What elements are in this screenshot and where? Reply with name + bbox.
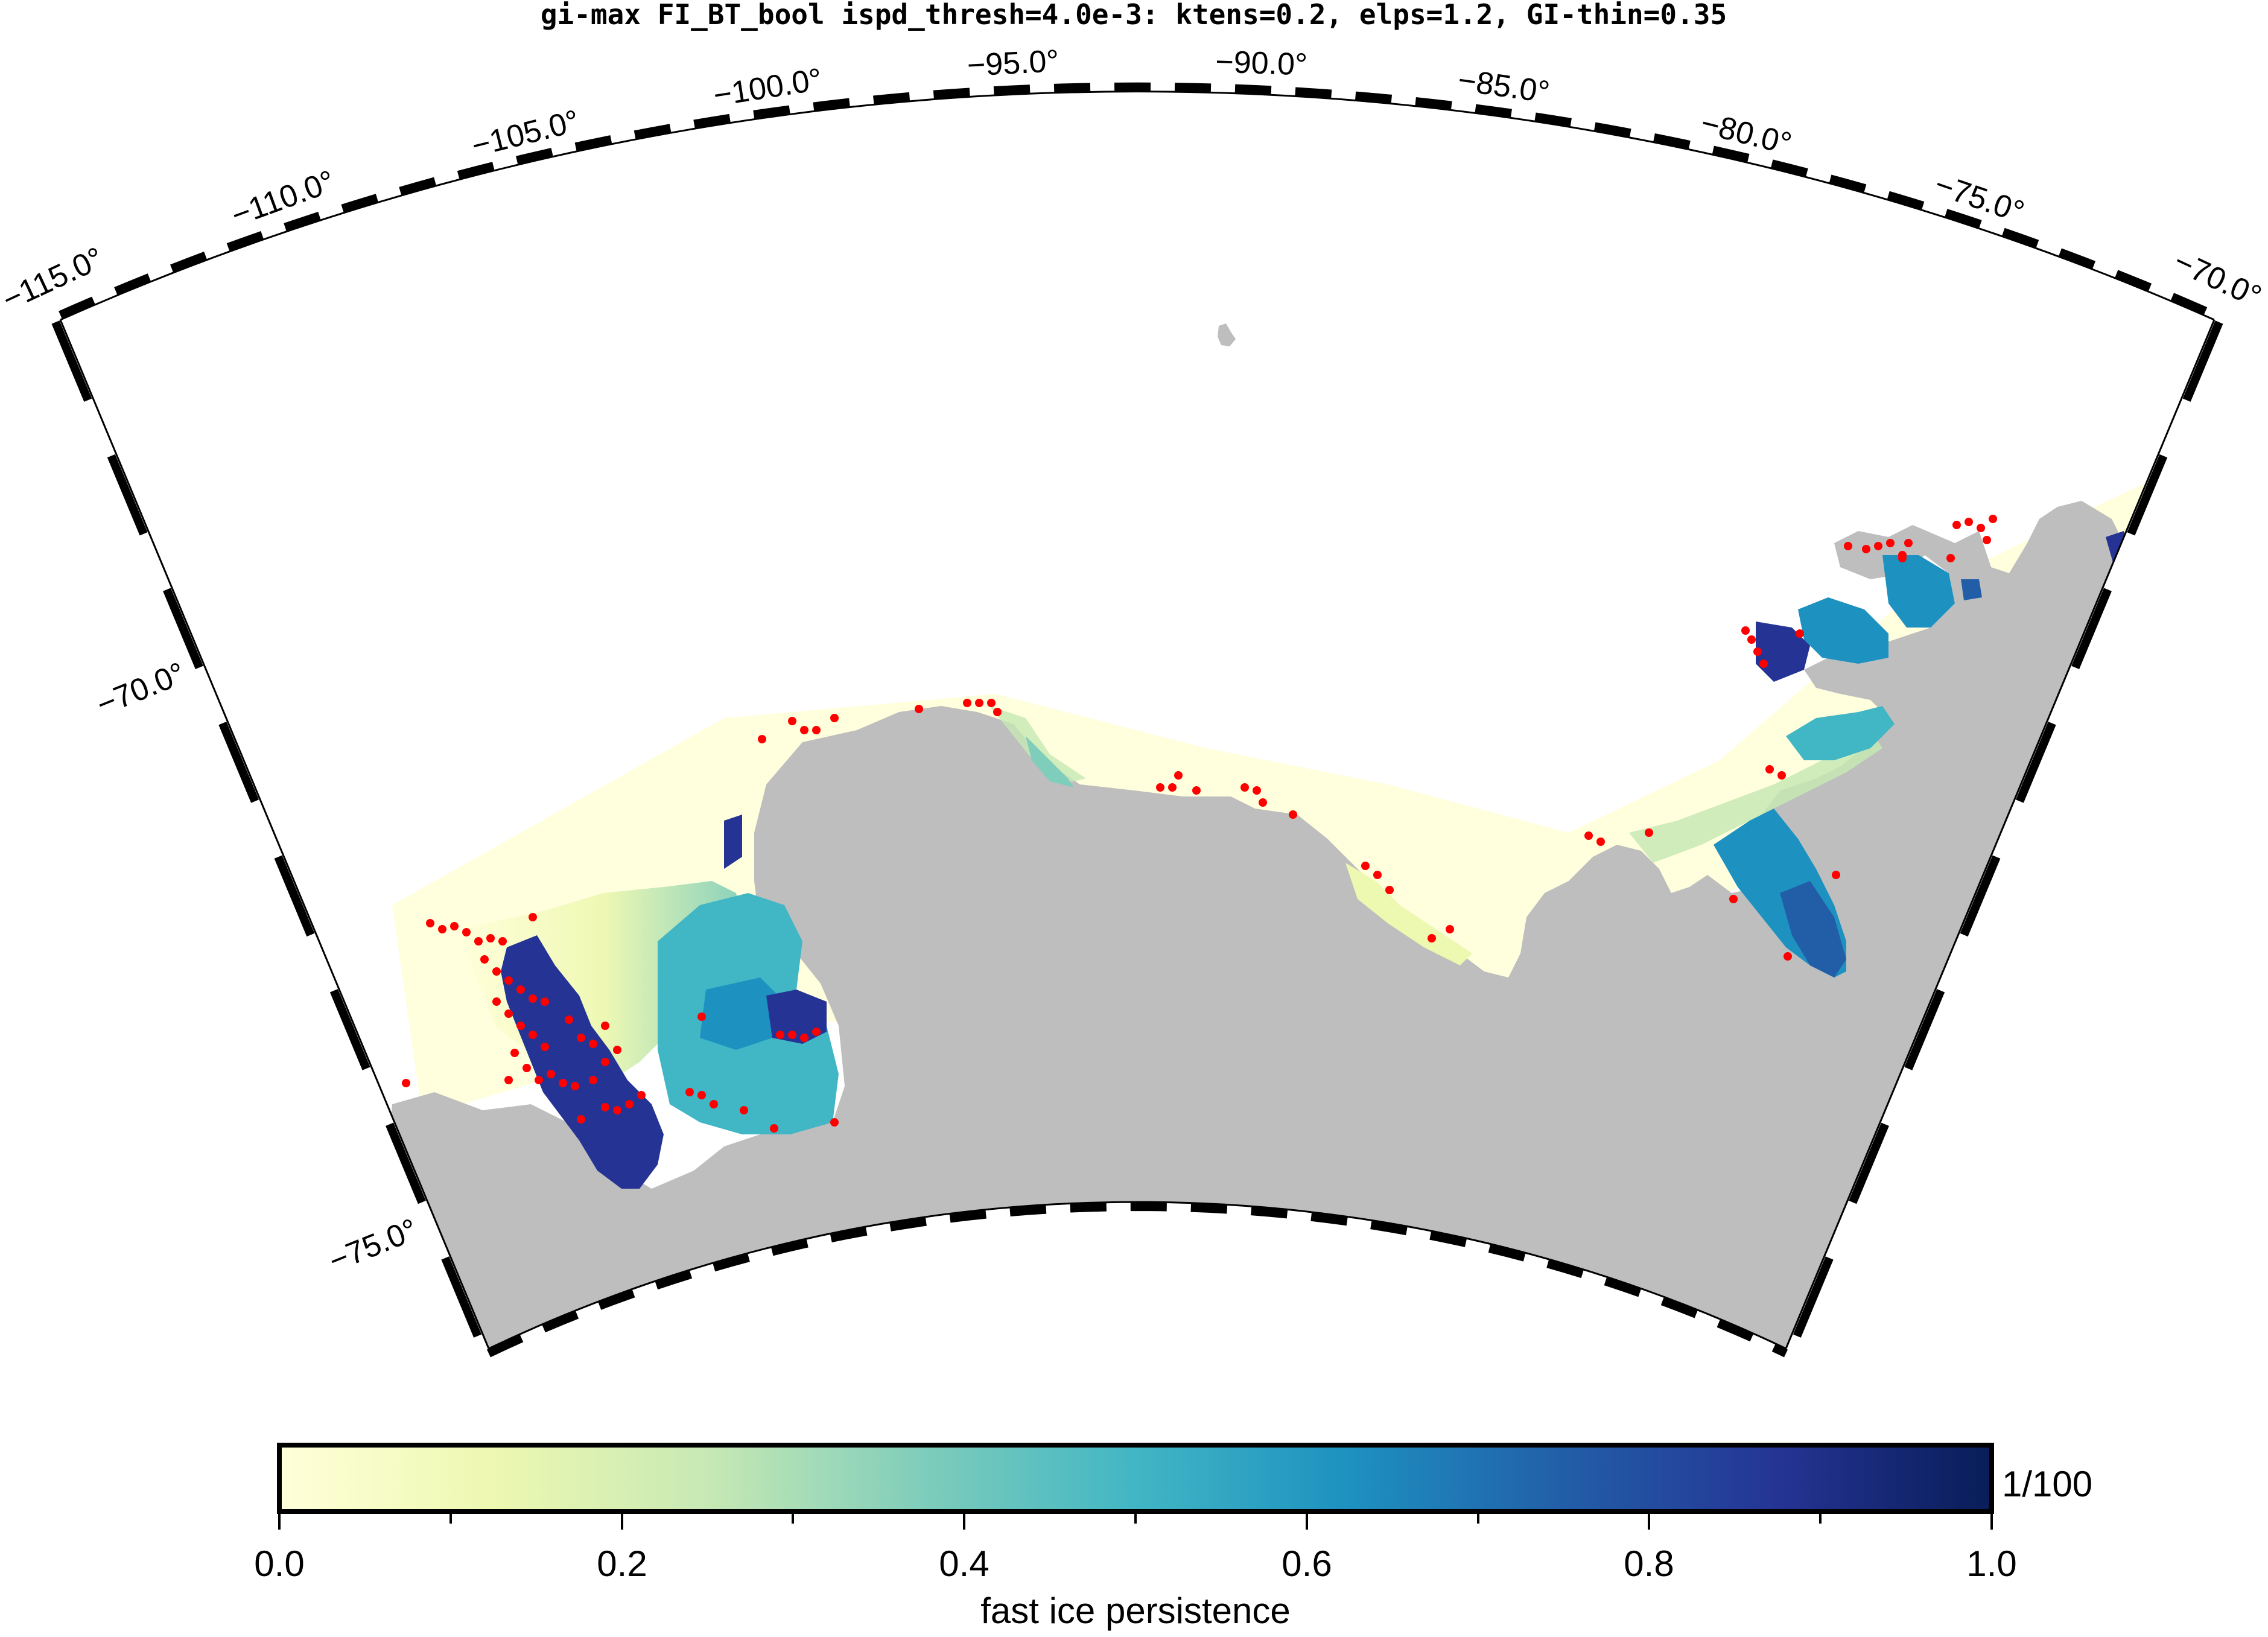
- lon-label-95w: −95.0°: [967, 43, 1060, 83]
- plot-title: gi-max FI_BT_bool ispd_thresh=4.0e-3: kt…: [541, 0, 1727, 31]
- map-frame: [51, 82, 2223, 1358]
- lat-label-75s: −75.0°: [324, 1212, 422, 1279]
- central-fast-ice-edge: [1026, 736, 1074, 787]
- west-fast-ice-blue: [700, 977, 784, 1050]
- lon-label-90w: −90.0°: [1215, 44, 1307, 82]
- east-fast-ice: [1629, 531, 2130, 977]
- central-fast-ice-band-2: [1345, 863, 1472, 965]
- colorbar-tick-3: 0.6: [1282, 1543, 1332, 1584]
- west-fast-ice-dark: [501, 935, 664, 1189]
- east-fast-ice-fade: [1629, 730, 1882, 863]
- east-fast-ice-upper: [1786, 706, 1895, 760]
- east-fast-ice-bay: [1798, 597, 1888, 664]
- west-fast-ice-dark-2: [766, 990, 827, 1044]
- colorbar-ticks: [278, 1511, 1993, 1530]
- lon-label-100w: −100.0°: [711, 62, 824, 113]
- east-fast-ice-lower-dark: [1780, 881, 1846, 977]
- latitude-labels: −70.0° −75.0°: [92, 656, 422, 1279]
- map-area: [362, 323, 2214, 1349]
- east-fast-ice-inlet-2: [1961, 579, 1982, 600]
- colorbar-tick-2: 0.4: [939, 1543, 989, 1584]
- lon-label-85w: −85.0°: [1456, 63, 1552, 110]
- central-fast-ice: [989, 706, 1472, 965]
- colorbar-tick-1: 0.2: [597, 1543, 647, 1584]
- colorbar-unit: 1/100: [2002, 1464, 2092, 1504]
- colorbar: 0.0 0.2 0.4 0.6 0.8 1.0 1/100 fast ice p…: [254, 1443, 2092, 1631]
- colorbar-tick-5: 1.0: [1966, 1543, 2016, 1584]
- central-fast-ice-band: [989, 706, 1086, 784]
- west-fast-ice-dark-3: [724, 815, 742, 869]
- colorbar-tick-0: 0.0: [254, 1543, 304, 1584]
- lon-label-110w: −110.0°: [227, 164, 340, 233]
- east-fast-ice-inlet: [1882, 555, 1955, 628]
- small-island: [1218, 323, 1236, 346]
- land-mass: [362, 501, 2214, 1349]
- grounded-iceberg-markers: [402, 515, 1997, 1133]
- colorbar-title: fast ice persistence: [980, 1591, 1291, 1631]
- colorbar-tick-4: 0.8: [1624, 1543, 1674, 1584]
- east-fast-ice-bay-dark: [1756, 621, 1810, 682]
- lat-label-70s: −70.0°: [92, 656, 190, 723]
- colorbar-ramp: [277, 1443, 1994, 1514]
